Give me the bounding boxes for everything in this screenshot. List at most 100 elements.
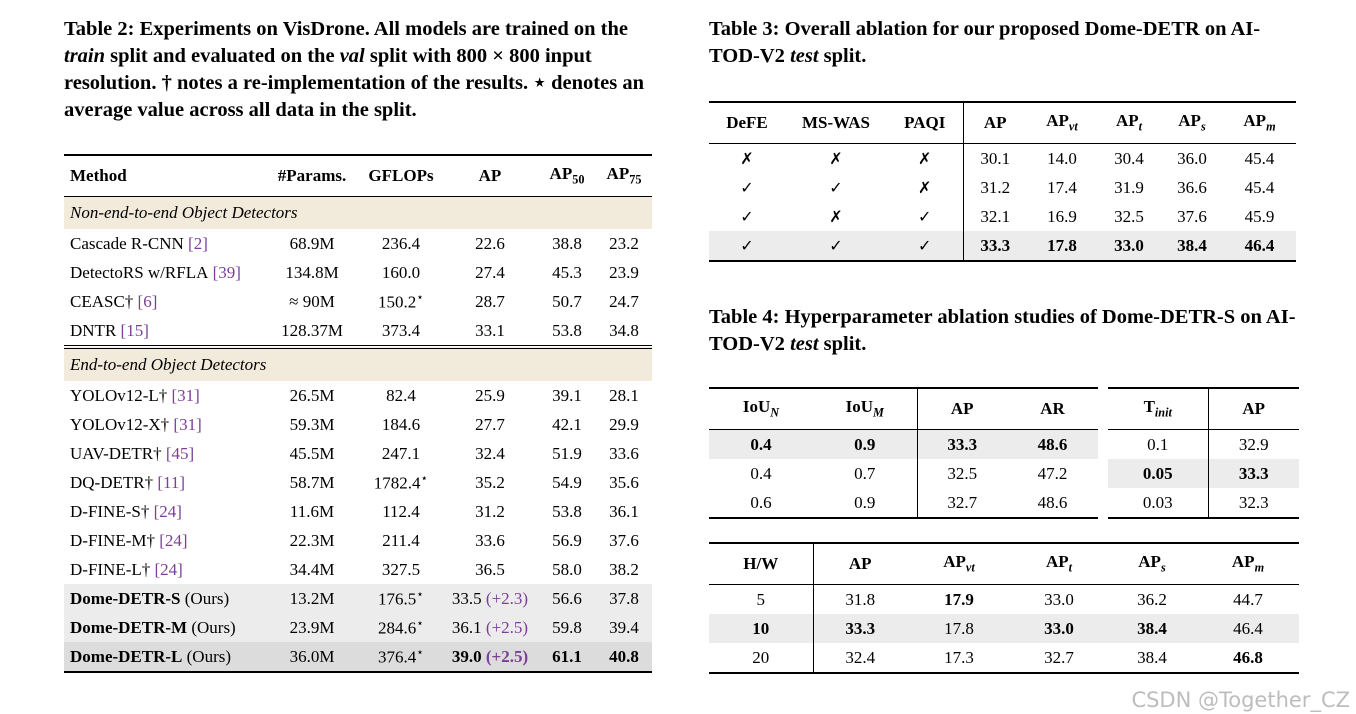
data-cell: 376.4⋆ [360,642,442,672]
data-cell: 32.3 [1238,492,1269,512]
text-segment: Dome-DETR-M [70,617,188,637]
data-cell: 50.7 [552,291,582,311]
text-segment: 176.5 [378,589,417,609]
data-cell: ✓ [785,231,887,261]
data-cell: Dome-DETR-L (Ours) [64,642,264,672]
text-segment: [31] [173,414,202,434]
data-cell: 10 [709,614,814,643]
data-row: UAV-DETR† [45] 45.5M 247.1 32.4 51.9 33.6 [64,439,652,468]
data-cell: 53.8 [552,501,582,521]
text-segment: Dome-DETR-L [70,646,183,666]
data-cell: 22.6 [475,233,505,253]
data-cell: 33.5 (+2.3) [442,584,538,613]
text-segment: YOLOv12-L† [70,385,168,405]
text-segment: vt [965,560,975,575]
text-segment: Table 4: Hyperparameter ablation studies… [709,306,1296,355]
text-segment: (+2.5) [485,646,529,666]
text-segment: M [873,405,884,420]
data-cell: 184.6 [381,414,421,434]
data-cell: 38.2 [609,559,639,579]
text-segment: AP [1138,552,1161,572]
data-row: D-FINE-L† [24] 34.4M 327.5 36.5 58.0 38.2 [64,555,652,584]
data-cell: DQ-DETR† [11] [64,468,264,497]
data-cell: 59.8 [538,613,596,642]
text-segment: test [790,45,819,67]
data-cell: 51.9 [552,443,582,463]
data-cell: 247.1 [381,443,421,463]
data-cell: 27.7 [475,414,505,434]
data-cell: 46.4 [1223,231,1296,261]
data-cell: 33.3 [813,614,907,643]
header-row: H/W AP APvt APt APs APm [709,543,1299,585]
header-cell: APvt [907,543,1011,585]
header-cell: IoUN [709,388,813,430]
header-cell: PAQI [887,102,964,144]
data-row: ✓ ✓ ✓ 33.3 17.8 33.0 38.4 46.4 [709,231,1296,261]
data-row: ✓ ✗ ✓ 32.1 16.9 32.5 37.6 45.9 [709,202,1296,231]
data-cell: 33.3 [963,231,1027,261]
data-cell: 150.2⋆ [360,287,442,316]
text-segment: AP [1243,111,1267,131]
data-cell: 45.5M [289,443,335,463]
data-cell: 16.9 [1047,206,1077,226]
text-segment: DQ-DETR† [70,472,154,492]
data-cell: 33.1 [475,320,505,340]
text-segment: 33.3 [1238,463,1269,483]
text-segment: Table 2: Experiments on VisDrone. All mo… [64,18,628,40]
data-cell: UAV-DETR† [45] [64,439,264,468]
header-cell: #Params. [264,155,360,197]
text-segment: (+2.3) [485,588,529,608]
data-cell: 32.7 [1044,647,1074,667]
text-segment: DetectoRS w/RFLA [70,262,209,282]
data-cell: 0.9 [813,429,918,459]
text-segment: AP [943,552,966,572]
text-segment: AP [1115,111,1139,131]
text-segment: 33.3 [980,235,1011,255]
text-segment: t [1068,560,1073,575]
data-cell: 68.9M [289,233,335,253]
data-cell: 236.4 [381,233,421,253]
data-row: YOLOv12-X† [31] 59.3M 184.6 27.7 42.1 29.9 [64,410,652,439]
text-segment: D-FINE-S† [70,501,150,521]
data-cell: 284.6⋆ [360,613,442,642]
text-segment: 75 [629,172,642,187]
header-cell: AP [813,543,907,585]
header-cell: IoUM [813,388,918,430]
text-segment: split and evaluated on the [105,45,340,67]
text-segment: YOLOv12-X† [70,414,170,434]
text-segment: ⋆ [416,645,424,660]
data-cell: CEASC† [6] [64,287,264,316]
data-cell: D-FINE-S† [24] [64,497,264,526]
data-cell: 327.5 [381,559,421,579]
text-segment: [2] [188,233,208,253]
data-cell: 33.3 [1208,459,1299,488]
data-cell: 33.3 [917,429,1007,459]
data-cell: 38.4 [1161,231,1223,261]
data-cell: 0.6 [750,492,772,512]
data-cell: 45.4 [1244,177,1275,197]
data-cell: 28.7 [475,291,505,311]
data-cell: 27.4 [475,262,505,282]
data-row: D-FINE-M† [24] 22.3M 211.4 33.6 56.9 37.6 [64,526,652,555]
data-cell: 26.5M [289,385,335,405]
data-cell: 45.3 [552,262,582,282]
text-segment: ⋆ [416,616,424,631]
data-cell: 58.7M [289,472,335,492]
text-segment: Dome-DETR-S [70,588,181,608]
text-segment: AP [1231,552,1255,572]
data-row: 10 33.3 17.8 33.0 38.4 46.4 [709,614,1299,643]
data-cell: 31.9 [1114,177,1144,197]
data-cell: 61.1 [538,642,596,672]
data-cell: 34.4M [289,559,335,579]
header-cell: Tinit [1108,388,1209,430]
data-cell: 33.0 [1011,614,1107,643]
data-cell: 176.5⋆ [360,584,442,613]
data-cell: 33.6 [475,530,505,550]
data-cell: 82.4 [386,385,416,405]
group-row: Non-end-to-end Object Detectors [64,196,652,229]
data-cell: 36.0M [264,642,360,672]
header-cell: APm [1197,543,1299,585]
header-cell: APs [1161,102,1223,144]
data-cell: ✓ [829,178,843,197]
data-cell: 31.8 [845,589,876,609]
